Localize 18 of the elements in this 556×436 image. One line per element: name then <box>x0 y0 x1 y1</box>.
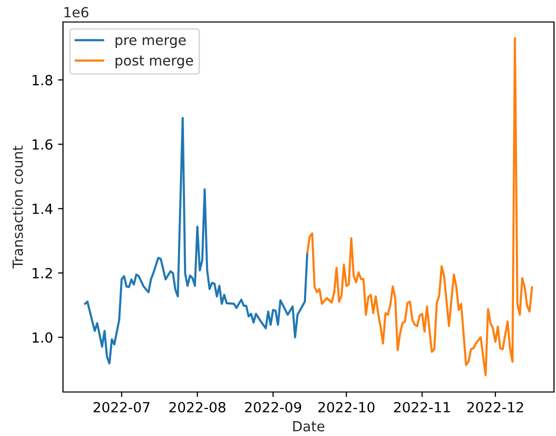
y-tick-label: 1.0 <box>32 332 52 343</box>
y-tick-label: 1.6 <box>32 139 52 150</box>
x-axis-title: Date <box>293 421 324 432</box>
y-axis-title: Transaction count <box>12 146 23 269</box>
x-tick-label: 2022-07 <box>94 402 150 412</box>
legend-label: pre merge <box>116 37 186 48</box>
y-tick-label: 1.2 <box>32 268 52 278</box>
x-tick-label: 2022-11 <box>394 402 450 412</box>
legend-label: post merge <box>116 56 193 68</box>
x-tick-label: 2022-08 <box>169 402 226 412</box>
line-series <box>84 116 308 364</box>
x-tick-label: 2022-09 <box>245 402 302 412</box>
y-tick-label: 1.4 <box>32 204 52 214</box>
line-series <box>306 37 534 376</box>
text: 1e6 <box>64 6 88 18</box>
x-tick-label: 2022-10 <box>318 402 374 412</box>
x-tick-label: 2022-12 <box>467 402 523 412</box>
y-tick-label: 1.8 <box>32 74 52 86</box>
